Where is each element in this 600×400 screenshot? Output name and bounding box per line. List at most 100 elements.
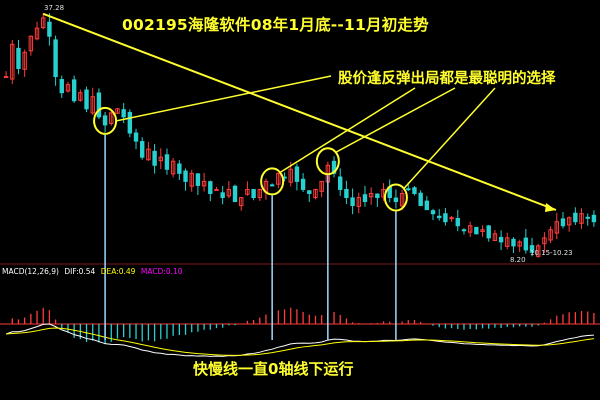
- rebound-circle: [260, 167, 285, 196]
- candle-body: [307, 190, 312, 194]
- candle-body: [319, 180, 324, 192]
- annotation-overlay: [42, 12, 557, 340]
- candle-body: [554, 221, 559, 234]
- candle-body: [412, 187, 417, 194]
- candle-body: [560, 218, 566, 227]
- candle-body: [585, 216, 590, 219]
- candle-body: [121, 109, 126, 118]
- candle-body: [189, 172, 194, 187]
- candle-body: [220, 192, 225, 199]
- candle-body: [294, 166, 300, 182]
- candle-body: [467, 225, 473, 233]
- candle-body: [195, 173, 201, 186]
- candle-body: [288, 168, 293, 183]
- candle-body: [34, 27, 40, 40]
- candle-body: [232, 185, 238, 203]
- macd-panel: [0, 263, 600, 357]
- candle-body: [505, 237, 510, 247]
- candle-body: [393, 197, 399, 203]
- candle-body: [16, 47, 21, 69]
- candle-body: [28, 35, 34, 52]
- macd-annotation: 快慢线一直0轴线下运行: [193, 360, 354, 378]
- candle-body: [350, 197, 355, 207]
- candlestick-series: [3, 13, 597, 258]
- candle-body: [492, 233, 498, 242]
- candle-body: [455, 217, 460, 227]
- candle-body: [90, 96, 95, 114]
- candle-body: [158, 156, 163, 162]
- candle-body: [239, 197, 244, 207]
- candle-body: [109, 112, 114, 124]
- candle-body: [133, 132, 139, 142]
- candle-body: [480, 229, 485, 232]
- candle-body: [368, 192, 374, 198]
- candle-body: [214, 188, 219, 191]
- candle-body: [183, 170, 188, 182]
- macd-dea: DEA:0.49: [100, 267, 136, 276]
- rebound-circle: [383, 183, 408, 212]
- candle-body: [375, 193, 380, 199]
- candle-body: [362, 194, 368, 203]
- rebound-circle: [315, 147, 340, 176]
- candle-body: [573, 212, 578, 223]
- macd-name: MACD(12,26,9): [2, 267, 59, 276]
- candle-body: [443, 213, 448, 223]
- chart-title: 002195海隆软件08年1月底--11月初走势: [122, 16, 429, 34]
- macd-value: MACD:0.10: [140, 267, 183, 276]
- candle-body: [152, 150, 157, 166]
- annotation-arrow: [403, 87, 496, 190]
- candle-body: [53, 39, 58, 78]
- candle-body: [399, 192, 405, 207]
- candle-body: [208, 181, 213, 194]
- candle-body: [529, 245, 535, 253]
- candle-body: [523, 237, 529, 251]
- annotation-arrow: [115, 75, 332, 122]
- trendline-arrowhead: [545, 203, 556, 212]
- candle-body: [177, 163, 182, 174]
- candle-body: [115, 108, 120, 114]
- candle-body: [437, 215, 442, 219]
- price-low-label: 8.20: [510, 256, 526, 264]
- candle-body: [566, 217, 572, 226]
- candle-body: [146, 148, 151, 161]
- candle-body: [3, 76, 9, 79]
- candle-body: [127, 111, 133, 134]
- candle-body: [276, 172, 281, 185]
- candle-body: [245, 188, 250, 195]
- candle-body: [164, 154, 170, 170]
- candle-body: [498, 236, 504, 243]
- candle-body: [548, 229, 553, 241]
- candle-body: [84, 89, 89, 110]
- candle-body: [517, 241, 522, 247]
- candle-body: [474, 226, 479, 235]
- candle-body: [344, 188, 349, 199]
- candle-body: [65, 84, 71, 92]
- date-range-label: 10.15-10.23: [530, 249, 573, 257]
- candle-body: [424, 200, 430, 211]
- candle-body: [579, 213, 584, 224]
- candle-body: [300, 178, 306, 190]
- candle-body: [10, 43, 15, 80]
- candle-body: [226, 188, 232, 197]
- dea-line: [6, 327, 594, 356]
- candle-body: [542, 237, 547, 245]
- candle-body: [59, 79, 64, 94]
- candle-body: [486, 225, 491, 239]
- candle-body: [269, 184, 275, 187]
- candle-body: [313, 188, 318, 199]
- candle-body: [96, 92, 102, 118]
- candle-body: [356, 197, 361, 207]
- candle-body: [461, 229, 467, 232]
- dif-line: [5, 323, 594, 357]
- candle-body: [430, 210, 436, 215]
- price-high-label: 37.28: [44, 4, 65, 12]
- candle-body: [449, 217, 454, 220]
- rebound-annotation: 股价逢反弹出局都是最聪明的选择: [338, 71, 556, 87]
- candle-body: [536, 245, 541, 257]
- candle-body: [511, 238, 516, 247]
- candle-body: [338, 176, 343, 190]
- macd-dif: DIF:0.54: [64, 267, 96, 276]
- candle-body: [41, 17, 46, 29]
- candle-body: [170, 160, 176, 175]
